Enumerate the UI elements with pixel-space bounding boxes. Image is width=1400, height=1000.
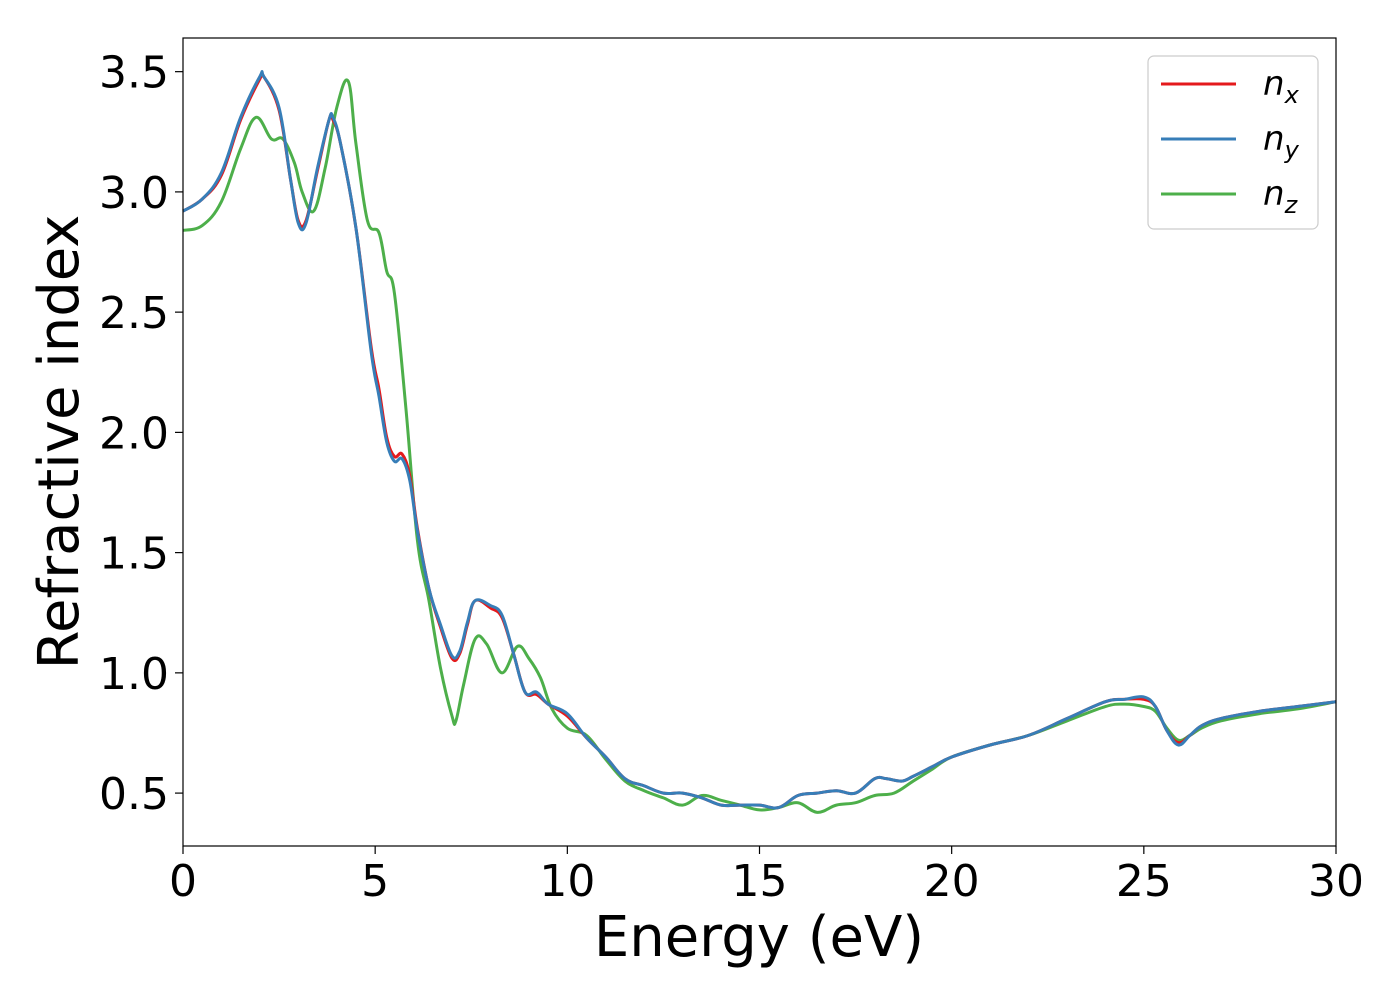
y-tick-label: 0.5 — [99, 769, 169, 820]
y-tick-label: 3.0 — [99, 168, 169, 219]
y-tick-label: 3.5 — [99, 48, 169, 99]
x-tick-label: 0 — [169, 856, 197, 907]
x-tick-label: 20 — [924, 856, 980, 907]
x-tick-label: 10 — [539, 856, 595, 907]
y-tick-label: 1.5 — [99, 529, 169, 580]
y-axis: 0.5 1.0 1.5 2.0 2.5 3.0 3.5 — [99, 48, 183, 820]
x-axis: 0 5 10 15 20 25 30 — [169, 846, 1364, 907]
y-tick-label: 2.5 — [99, 288, 169, 339]
series-line-z — [182, 78, 1337, 814]
x-tick-label: 30 — [1308, 856, 1364, 907]
x-axis-title: Energy (eV) — [594, 905, 924, 970]
x-tick-label: 25 — [1116, 856, 1172, 907]
x-tick-label: 5 — [361, 856, 389, 907]
y-axis-title: Refractive index — [27, 215, 92, 670]
y-tick-label: 2.0 — [99, 408, 169, 459]
y-tick-label: 1.0 — [99, 649, 169, 700]
series-line-y — [182, 70, 1337, 810]
x-tick-label: 15 — [732, 856, 788, 907]
legend-box — [1147, 55, 1319, 230]
series-layer — [182, 70, 1337, 814]
